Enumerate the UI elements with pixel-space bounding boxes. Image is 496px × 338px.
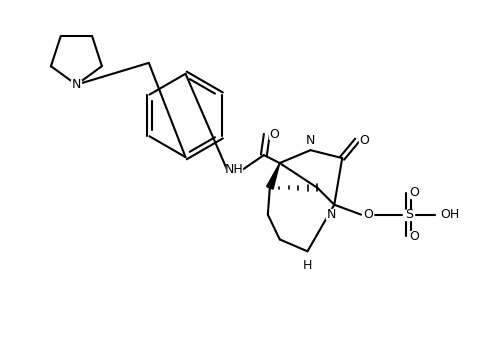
Text: O: O bbox=[269, 128, 279, 141]
Polygon shape bbox=[226, 165, 242, 175]
Text: OH: OH bbox=[441, 208, 460, 221]
Polygon shape bbox=[269, 129, 279, 139]
Text: NH: NH bbox=[225, 164, 244, 176]
Text: N: N bbox=[72, 78, 81, 91]
Text: O: O bbox=[410, 186, 420, 199]
Text: O: O bbox=[363, 208, 373, 221]
Polygon shape bbox=[404, 210, 414, 220]
Text: S: S bbox=[405, 208, 413, 221]
Text: O: O bbox=[359, 134, 369, 147]
Polygon shape bbox=[442, 210, 458, 220]
Polygon shape bbox=[410, 232, 420, 241]
Polygon shape bbox=[306, 136, 315, 146]
Text: N: N bbox=[327, 208, 336, 221]
Text: H: H bbox=[303, 259, 312, 272]
Polygon shape bbox=[363, 210, 373, 220]
Polygon shape bbox=[71, 80, 81, 90]
Text: N: N bbox=[306, 134, 315, 147]
Polygon shape bbox=[410, 188, 420, 198]
Polygon shape bbox=[326, 209, 336, 219]
Polygon shape bbox=[303, 260, 312, 271]
Polygon shape bbox=[359, 135, 369, 145]
Text: O: O bbox=[410, 230, 420, 243]
Polygon shape bbox=[266, 163, 280, 189]
